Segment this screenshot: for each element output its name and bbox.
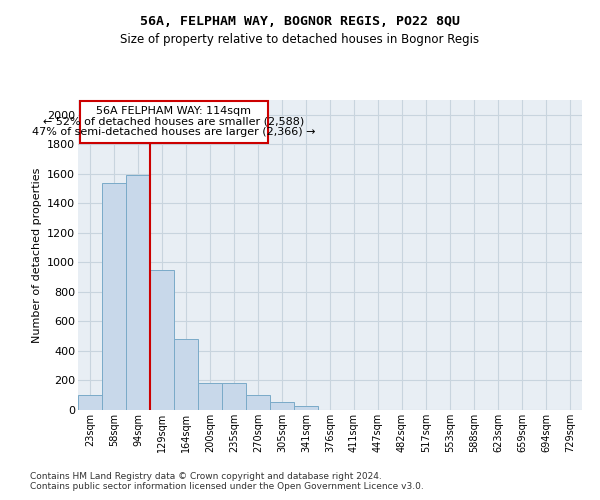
Bar (126, 176, 150, 410)
Text: 56A, FELPHAM WAY, BOGNOR REGIS, PO22 8QU: 56A, FELPHAM WAY, BOGNOR REGIS, PO22 8QU (140, 15, 460, 28)
Text: Size of property relative to detached houses in Bognor Regis: Size of property relative to detached ho… (121, 32, 479, 46)
Bar (174, 339, 198, 410)
Bar (246, 395, 270, 410)
Bar (102, 182, 126, 410)
Y-axis label: Number of detached properties: Number of detached properties (32, 168, 41, 342)
Text: Contains public sector information licensed under the Open Government Licence v3: Contains public sector information licen… (30, 482, 424, 491)
Text: Contains HM Land Registry data © Crown copyright and database right 2024.: Contains HM Land Registry data © Crown c… (30, 472, 382, 481)
Text: 56A FELPHAM WAY: 114sqm: 56A FELPHAM WAY: 114sqm (97, 106, 251, 116)
Text: ← 52% of detached houses are smaller (2,588): ← 52% of detached houses are smaller (2,… (43, 116, 305, 126)
Bar (222, 382, 246, 410)
Bar (270, 402, 294, 410)
Text: 47% of semi-detached houses are larger (2,366) →: 47% of semi-detached houses are larger (… (32, 126, 316, 136)
FancyBboxPatch shape (80, 102, 268, 143)
Bar (198, 382, 222, 410)
Bar (78, 395, 102, 410)
Bar (294, 406, 318, 410)
Bar (150, 270, 174, 410)
